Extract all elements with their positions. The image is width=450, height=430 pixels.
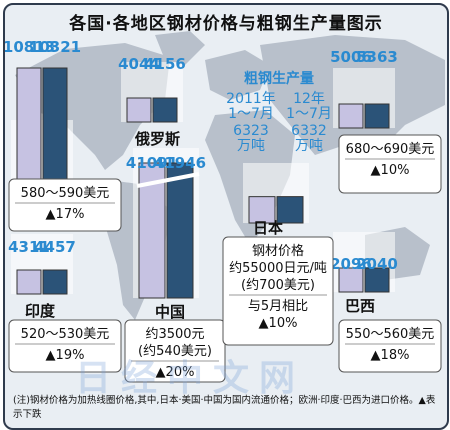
- info-box-frame: [338, 319, 442, 373]
- bar-2012: [276, 196, 304, 224]
- change-label: ▲17%: [46, 207, 85, 222]
- region-name-3: 印度: [25, 302, 56, 320]
- bar-2011: [338, 267, 364, 293]
- info-box-美国: 680～690美元 ▲10%: [338, 134, 442, 194]
- bar-value-label: 5006: [330, 48, 372, 66]
- bar-value-label: 4457: [34, 238, 76, 256]
- price-label: 580～590美元: [21, 186, 110, 201]
- bar-2011: [338, 103, 364, 129]
- legend-period: 1～7月: [228, 106, 274, 122]
- bar-2012: [166, 162, 194, 299]
- bar-2012: [152, 97, 178, 123]
- info-box-frame: [8, 178, 122, 232]
- bar-2011: [16, 67, 42, 181]
- info-box-frame: [222, 236, 334, 346]
- bar-2012: [42, 269, 68, 295]
- change-label: ▲18%: [371, 348, 410, 363]
- bar-value-label: 4311: [8, 238, 50, 256]
- change-label: ▲19%: [46, 348, 85, 363]
- bar-value-label: 4044: [118, 55, 160, 73]
- bar-2012: [364, 267, 390, 293]
- bar-2011: [248, 196, 276, 224]
- bar-value-label: 41946: [154, 154, 206, 172]
- legend-period: 12年: [293, 91, 325, 107]
- price-label: 520～530美元: [21, 327, 110, 342]
- watermark: 日经中文网: [75, 358, 306, 399]
- axis-break-mark: [136, 172, 200, 188]
- info-box-印度: 520～530美元 ▲19%: [8, 319, 122, 373]
- price-label: (约700美元): [241, 278, 315, 293]
- legend-value: 6323: [233, 123, 269, 139]
- region-name-6: 巴西: [345, 297, 375, 315]
- bar-value-label: 5363: [356, 48, 398, 66]
- legend-unit: 万吨: [237, 138, 265, 154]
- change-label: ▲20%: [156, 365, 195, 380]
- legend-unit: 万吨: [295, 138, 323, 154]
- bar-2011: [16, 269, 42, 295]
- info-box-中国: 约3500元 (约540美元) ▲20%: [124, 319, 226, 383]
- info-box-巴西: 550～560美元 ▲18%: [338, 319, 442, 373]
- bar-value-label: 2040: [356, 255, 398, 273]
- bar-2011: [126, 97, 152, 123]
- change-label: ▲10%: [259, 316, 298, 331]
- region-name-5: 日本: [253, 219, 283, 237]
- bar-2012: [42, 67, 68, 181]
- legend-period: 1～7月: [286, 106, 332, 122]
- bar-value-label: 2096: [330, 255, 372, 273]
- legend-period: 2011年: [226, 91, 276, 107]
- info-box-frame: [8, 319, 122, 373]
- region-5: [243, 163, 309, 224]
- price-label: (约540美元): [138, 344, 212, 359]
- bar-value-label: 10321: [29, 38, 81, 56]
- region-name-1: 俄罗斯: [134, 130, 180, 148]
- compare-label: 与5月相比: [248, 299, 308, 314]
- bar-2012: [364, 103, 390, 129]
- map-europe: [205, 50, 270, 100]
- price-label: 约55000日元/吨: [229, 261, 327, 276]
- infographic-frame: 各国·各地区钢材价格与粗钢生产量图示 10813 10321 4044 4156 500…: [3, 3, 449, 430]
- price-label: 约3500元: [145, 327, 204, 342]
- bar-value-label: 4156: [144, 55, 186, 73]
- info-box-frame: [124, 319, 226, 383]
- bar-value-label: 10813: [5, 38, 55, 56]
- legend-title: 粗钢生产量: [244, 70, 314, 87]
- info-box-frame: [338, 134, 442, 194]
- change-label: ▲10%: [371, 163, 410, 178]
- footnote: (注)钢材价格为加热线圈价格,其中,日本·美国·中国为国内流通价格；欧洲·印度·…: [13, 395, 436, 420]
- bar-value-label: 41091: [126, 154, 178, 172]
- price-label: 680～690美元: [346, 142, 435, 157]
- map-greenland: [155, 31, 205, 65]
- legend-value: 6332: [291, 123, 327, 139]
- price-label: 550～560美元: [346, 327, 435, 342]
- price-label: 钢材价格: [252, 243, 304, 259]
- region-name-4: 中国: [155, 303, 185, 321]
- chart-title: 各国·各地区钢材价格与粗钢生产量图示: [69, 14, 383, 34]
- info-box-欧洲: 580～590美元 ▲17%: [8, 178, 122, 232]
